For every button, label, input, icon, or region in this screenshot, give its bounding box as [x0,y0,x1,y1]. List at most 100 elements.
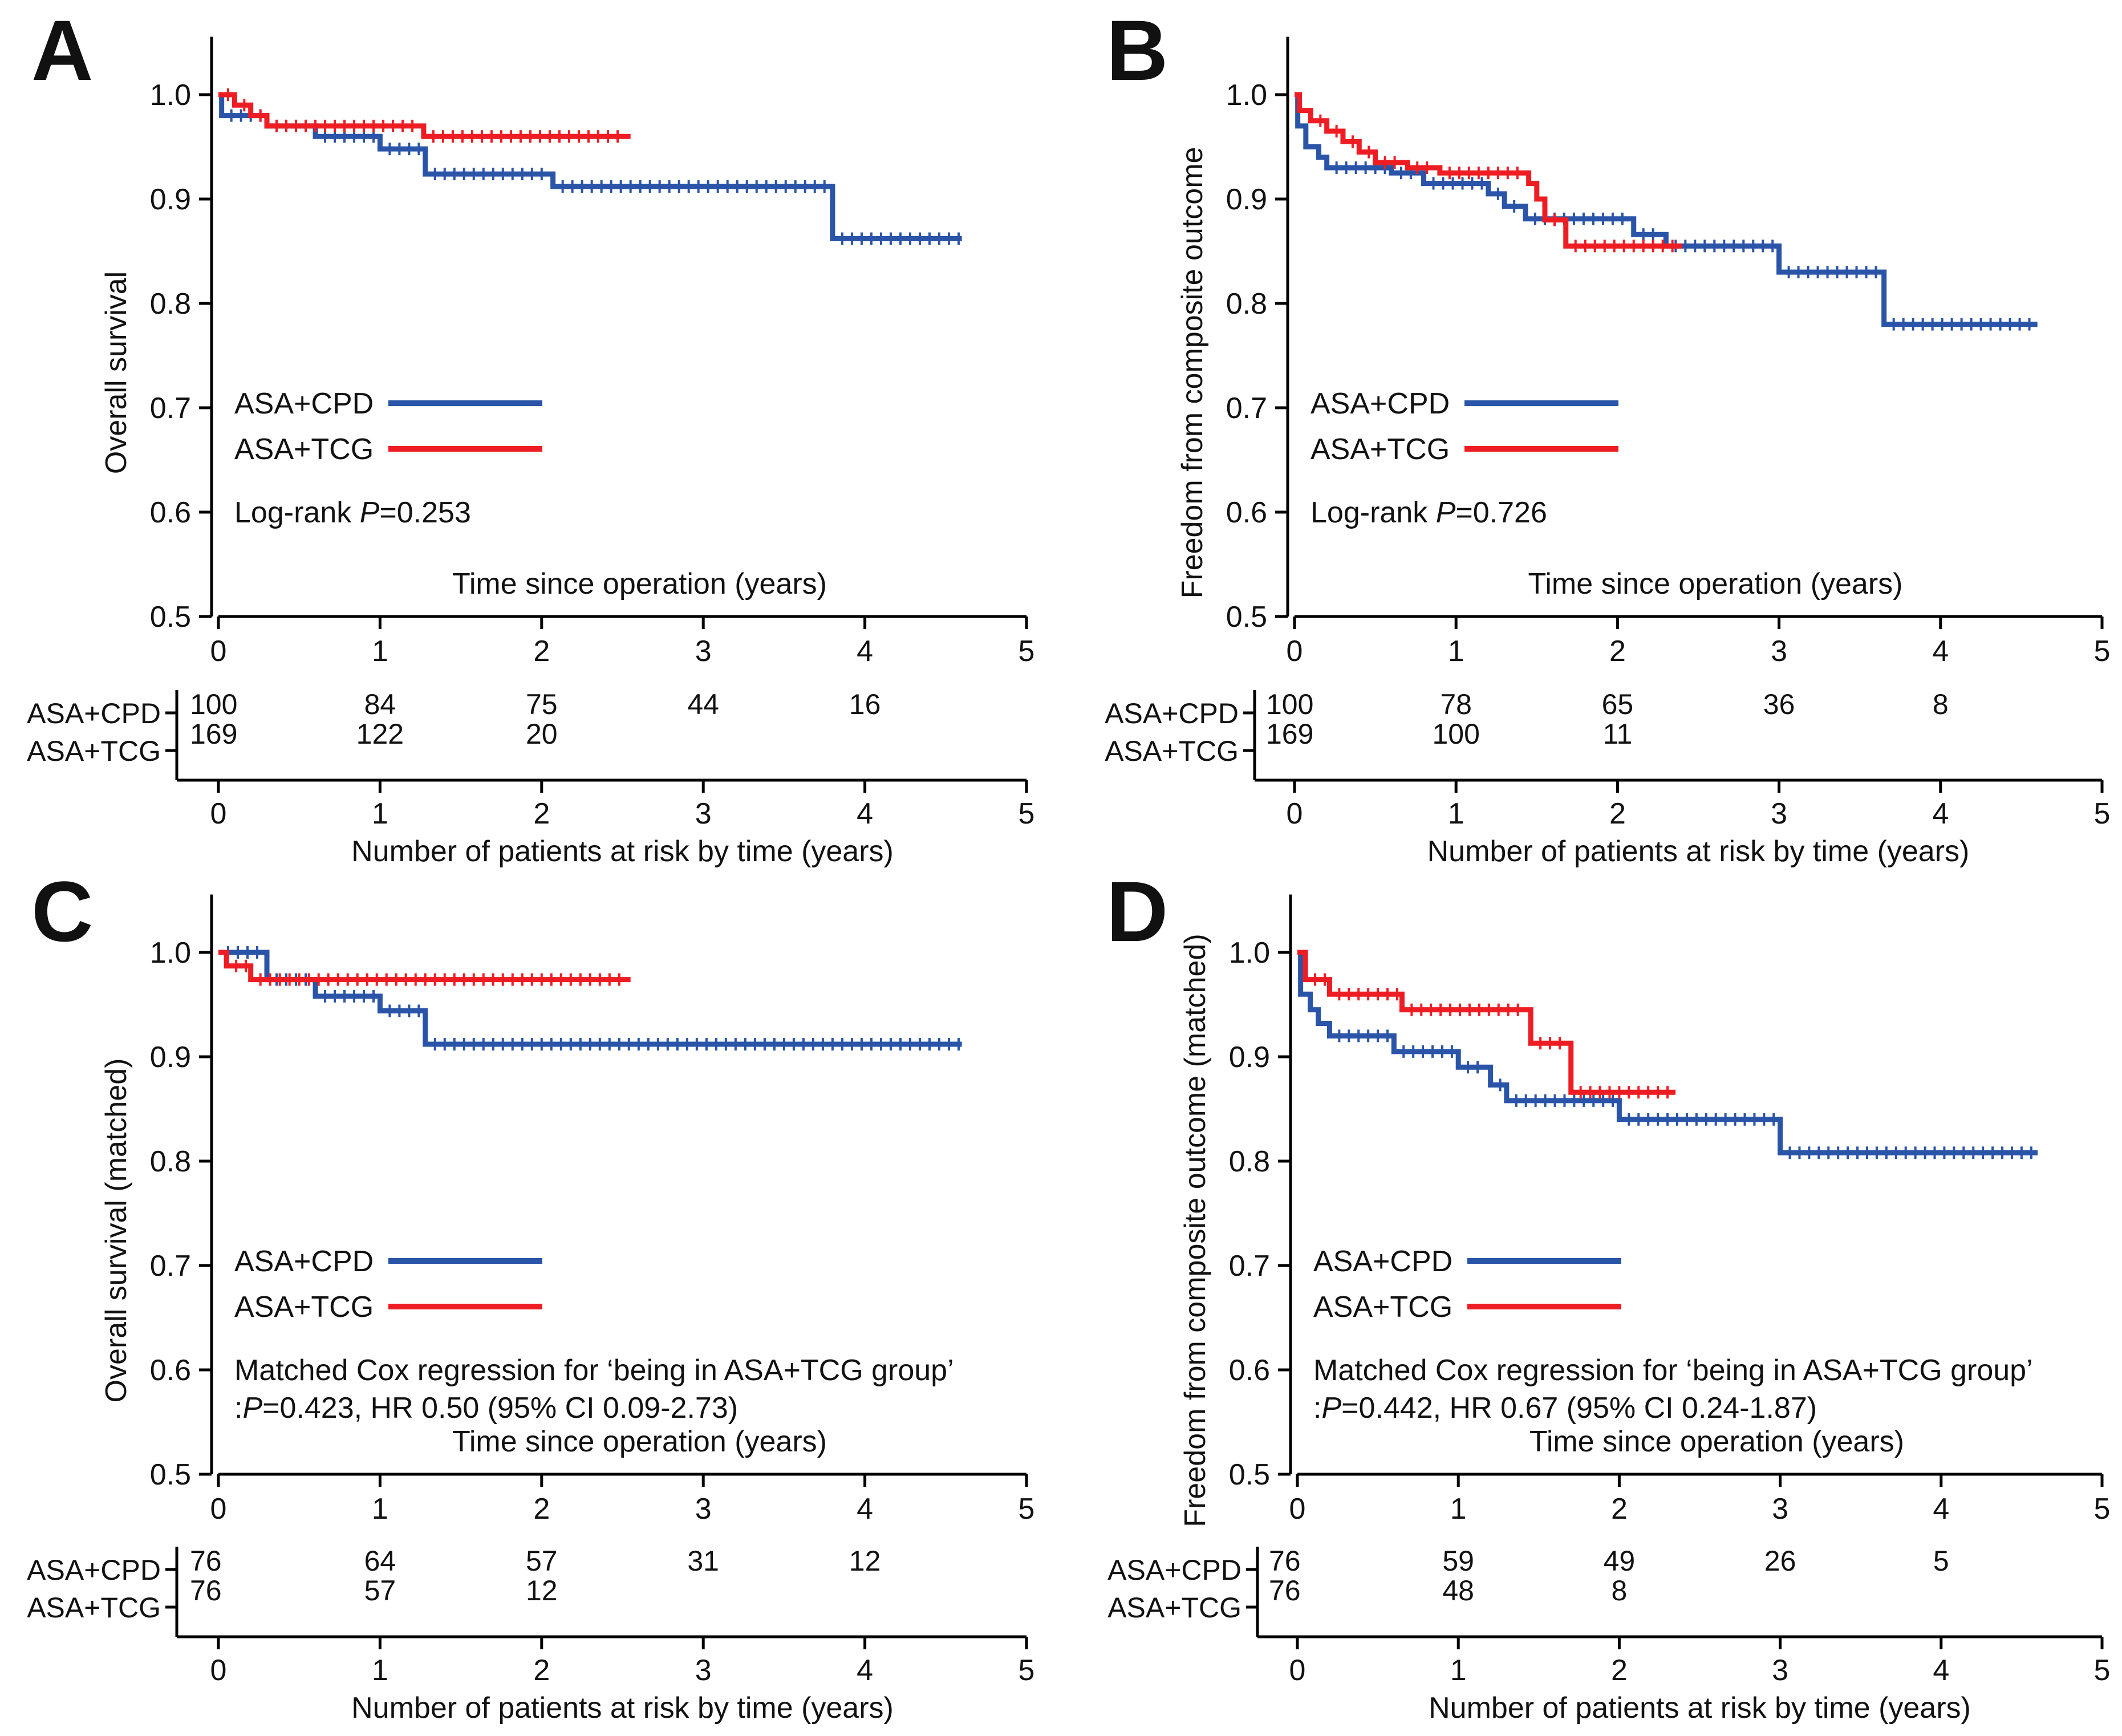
risk-count: 65 [1602,688,1634,720]
km-curve-asa-cpd [1295,92,2038,327]
risk-count: 36 [1763,688,1795,720]
x-tick-label: 1 [1448,635,1464,668]
x-tick-label: 3 [695,635,712,668]
censor-marks [1314,973,1669,1099]
risk-table: ASA+CPD 76 59 49 26 5 ASA+TCG 76 48 8 0 1 2 3 4 5 Number… [1107,1545,2110,1725]
stat-prefix: Matched Cox regression for ‘being in ASA… [1313,1354,2033,1387]
risk-x-tick-label: 4 [857,1654,873,1687]
risk-x-tick-label: 4 [1933,1654,1949,1687]
legend-label: ASA+CPD [234,1245,374,1278]
y-tick-label: 0.7 [150,1250,191,1283]
km-curve-asa-cpd [218,92,962,242]
y-tick-label: 0.5 [1226,601,1267,634]
stat-value: =0.423, HR 0.50 (95% CI 0.09-2.73) [262,1392,738,1425]
x-axis-label: Time since operation (years) [452,1425,827,1458]
risk-count: 76 [190,1575,222,1607]
y-tick-label: 0.7 [150,392,191,425]
x-tick-label: 5 [1019,635,1035,668]
stat-text-line2: :P=0.442, HR 0.67 (95% CI 0.24-1.87) [1313,1392,1817,1425]
panel-label: A [31,2,93,98]
x-tick-label: 5 [2094,1492,2111,1526]
panel-b: B 0.5 0.6 0.7 0.8 0.9 1.0 Freedom from composit… [1105,2,2110,868]
risk-count: 76 [1269,1575,1301,1607]
x-tick-label: 5 [1019,1492,1035,1526]
y-tick-label: 1.0 [1229,936,1270,970]
panel-label: C [31,863,93,959]
risk-count: 75 [526,688,558,720]
x-tick-label: 5 [2094,635,2111,668]
risk-count: 84 [364,688,396,720]
risk-count: 100 [190,688,237,720]
km-curve-asa-tcg [1295,92,1682,249]
legend-label: ASA+CPD [1313,1245,1452,1278]
stat-p: P [242,1392,262,1425]
y-tick-label: 0.8 [1229,1145,1270,1178]
panel-d: D 0.5 0.6 0.7 0.8 0.9 1.0 Freedom from composit… [1106,863,2110,1725]
risk-count: 100 [1266,688,1313,720]
x-tick-label: 2 [1611,1492,1628,1526]
stat-p: P [1436,496,1456,529]
y-tick-label: 0.5 [1229,1458,1270,1491]
censor-marks [1319,114,1674,253]
x-axis-label: Time since operation (years) [1528,567,1903,601]
y-tick-label: 0.6 [1229,1354,1270,1387]
panel-label: B [1106,2,1168,98]
risk-count: 76 [190,1545,222,1577]
risk-x-tick-label: 5 [2094,1654,2111,1687]
y-tick-label: 0.9 [150,1041,191,1074]
risk-x-tick-label: 3 [1772,1654,1788,1687]
x-tick-label: 0 [1287,635,1303,668]
km-curve-asa-cpd [1297,950,2038,1155]
x-axis-label: Time since operation (years) [452,567,827,601]
stat-prefix: Log-rank [1310,496,1436,529]
stat-p: P [360,496,380,529]
y-tick-label: 0.9 [1229,1041,1270,1074]
stat-prefix: Log-rank [234,496,360,529]
risk-count: 169 [190,718,237,750]
risk-row-label: ASA+CPD [1107,1554,1241,1586]
x-tick-label: 3 [695,1492,712,1526]
stat-text: Log-rank P=0.726 [1310,496,1547,529]
panel-a: A 0.5 0.6 0.7 0.8 0.9 1.0 Overall survival 0 1 2 3 4… [27,2,1034,868]
risk-x-tick-label: 2 [533,797,550,830]
risk-count: 57 [364,1575,396,1607]
risk-x-tick-label: 2 [1611,1654,1628,1687]
risk-x-tick-label: 5 [1019,797,1035,830]
y-tick-label: 0.9 [1226,183,1267,216]
y-tick-label: 0.5 [150,1458,191,1491]
x-tick-label: 0 [210,1492,227,1526]
y-axis-label: Overall survival [100,271,133,474]
risk-x-tick-label: 0 [210,1654,227,1687]
x-tick-label: 3 [1772,1492,1788,1526]
risk-count: 5 [1933,1545,1949,1577]
legend-label: ASA+CPD [234,387,374,420]
risk-count: 57 [526,1545,558,1577]
risk-count: 49 [1604,1545,1636,1577]
risk-count: 100 [1432,718,1479,750]
risk-x-axis-label: Number of patients at risk by time (year… [1427,835,1970,868]
y-tick-label: 0.6 [1226,496,1267,529]
risk-row-label: ASA+CPD [1105,697,1239,729]
x-tick-label: 4 [1932,635,1949,668]
risk-x-tick-label: 1 [1448,797,1464,830]
risk-x-tick-label: 1 [1450,1654,1467,1687]
risk-x-tick-label: 0 [210,797,227,830]
risk-x-tick-label: 2 [1609,797,1626,830]
stat-value: =0.442, HR 0.67 (95% CI 0.24-1.87) [1341,1392,1817,1425]
x-tick-label: 1 [1450,1492,1467,1526]
stat-colon: : [234,1392,242,1425]
stat-text: Matched Cox regression for ‘being in ASA… [234,1354,954,1387]
risk-count: 78 [1440,688,1472,720]
stat-p: P [1321,1392,1341,1425]
y-axis-label: Overall survival (matched) [100,1058,133,1403]
risk-x-tick-label: 5 [2094,797,2111,830]
stat-text-line2: :P=0.423, HR 0.50 (95% CI 0.09-2.73) [234,1392,738,1425]
risk-x-tick-label: 4 [1932,797,1949,830]
risk-x-tick-label: 1 [372,797,388,830]
x-tick-label: 0 [210,635,227,668]
km-curve-asa-cpd [218,950,962,1047]
y-tick-label: 0.5 [150,601,191,634]
legend-label: ASA+TCG [1313,1291,1452,1324]
risk-count: 76 [1269,1545,1301,1577]
